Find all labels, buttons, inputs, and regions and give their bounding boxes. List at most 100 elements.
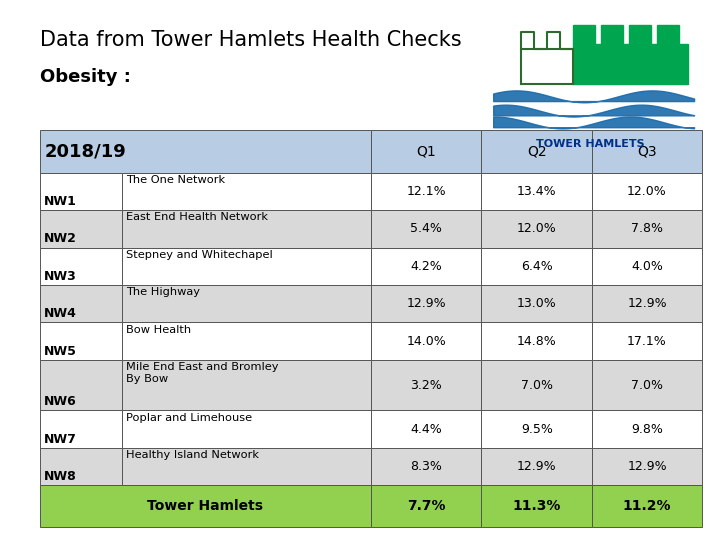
Text: 4.4%: 4.4% [410, 423, 442, 436]
Text: Healthy Island Network: Healthy Island Network [127, 450, 259, 460]
Text: 4.0%: 4.0% [631, 260, 663, 273]
Bar [482, 448, 592, 485]
Text: 13.4%: 13.4% [517, 185, 557, 198]
Text: 12.0%: 12.0% [517, 222, 557, 235]
Bar [40, 360, 122, 410]
Bar [592, 247, 702, 285]
Text: 6.4%: 6.4% [521, 260, 553, 273]
Bar [40, 448, 122, 485]
Bar [371, 410, 482, 448]
Bar [122, 173, 371, 210]
Text: NW7: NW7 [44, 433, 76, 446]
Text: Q2: Q2 [527, 144, 546, 158]
Bar [122, 322, 371, 360]
Polygon shape [573, 44, 688, 84]
Text: 12.9%: 12.9% [627, 297, 667, 310]
Text: 8.3%: 8.3% [410, 460, 442, 473]
Bar [40, 322, 122, 360]
Bar [592, 210, 702, 247]
Text: Poplar and Limehouse: Poplar and Limehouse [127, 413, 253, 423]
Bar [482, 410, 592, 448]
Bar [482, 210, 592, 247]
Text: 11.2%: 11.2% [623, 499, 671, 513]
Text: 17.1%: 17.1% [627, 335, 667, 348]
Bar [122, 410, 371, 448]
Bar [592, 285, 702, 322]
Bar [371, 130, 482, 173]
Text: NW4: NW4 [44, 307, 76, 320]
Text: 7.0%: 7.0% [631, 379, 663, 392]
Text: Stepney and Whitechapel: Stepney and Whitechapel [127, 249, 273, 260]
Bar [482, 322, 592, 360]
Bar [482, 247, 592, 285]
Bar [371, 485, 482, 526]
Bar [40, 247, 122, 285]
Bar [122, 360, 371, 410]
Text: TOWER HAMLETS: TOWER HAMLETS [536, 139, 644, 149]
Polygon shape [573, 25, 595, 44]
Bar [482, 285, 592, 322]
Bar [40, 285, 122, 322]
Text: Data from Tower Hamlets Health Checks: Data from Tower Hamlets Health Checks [40, 30, 462, 50]
Text: NW5: NW5 [44, 345, 76, 357]
Bar [371, 360, 482, 410]
Text: Q3: Q3 [637, 144, 657, 158]
Text: 12.9%: 12.9% [406, 297, 446, 310]
Text: NW6: NW6 [44, 395, 76, 408]
Text: Mile End East and Bromley
By Bow: Mile End East and Bromley By Bow [127, 362, 279, 383]
Bar [122, 210, 371, 247]
Text: 9.8%: 9.8% [631, 423, 663, 436]
Bar [482, 360, 592, 410]
Text: NW2: NW2 [44, 232, 76, 245]
Bar [592, 485, 702, 526]
Bar [40, 130, 371, 173]
Text: 5.4%: 5.4% [410, 222, 442, 235]
Text: 12.0%: 12.0% [627, 185, 667, 198]
Text: 12.1%: 12.1% [406, 185, 446, 198]
Text: 11.3%: 11.3% [513, 499, 561, 513]
Bar [482, 173, 592, 210]
Bar [482, 130, 592, 173]
Polygon shape [601, 25, 623, 44]
Bar [371, 210, 482, 247]
Bar [592, 360, 702, 410]
Text: NW3: NW3 [44, 270, 76, 283]
Bar [122, 448, 371, 485]
Text: East End Health Network: East End Health Network [127, 212, 269, 222]
Text: 9.5%: 9.5% [521, 423, 553, 436]
Text: 7.7%: 7.7% [407, 499, 446, 513]
Polygon shape [629, 25, 651, 44]
Text: NW8: NW8 [44, 470, 76, 483]
Text: 12.9%: 12.9% [517, 460, 557, 473]
Text: 14.0%: 14.0% [406, 335, 446, 348]
Bar [40, 410, 122, 448]
Bar [40, 173, 122, 210]
Bar [592, 130, 702, 173]
Text: 7.0%: 7.0% [521, 379, 553, 392]
Text: The Highway: The Highway [127, 287, 200, 297]
Bar [482, 485, 592, 526]
Bar [371, 173, 482, 210]
Bar [40, 210, 122, 247]
Text: 4.2%: 4.2% [410, 260, 442, 273]
Bar [371, 322, 482, 360]
Text: Tower Hamlets: Tower Hamlets [147, 499, 264, 513]
Text: 3.2%: 3.2% [410, 379, 442, 392]
Text: NW1: NW1 [44, 195, 76, 208]
Polygon shape [657, 25, 679, 44]
Text: Q1: Q1 [416, 144, 436, 158]
Bar [371, 448, 482, 485]
Bar [122, 247, 371, 285]
Text: 12.9%: 12.9% [627, 460, 667, 473]
Bar [122, 285, 371, 322]
Text: 2018/19: 2018/19 [45, 142, 127, 160]
Bar [592, 448, 702, 485]
Text: Bow Health: Bow Health [127, 325, 192, 335]
Text: The One Network: The One Network [127, 175, 225, 185]
Bar [592, 173, 702, 210]
Bar [371, 285, 482, 322]
Bar [371, 247, 482, 285]
Text: 13.0%: 13.0% [517, 297, 557, 310]
Text: 14.8%: 14.8% [517, 335, 557, 348]
Bar [40, 485, 371, 526]
